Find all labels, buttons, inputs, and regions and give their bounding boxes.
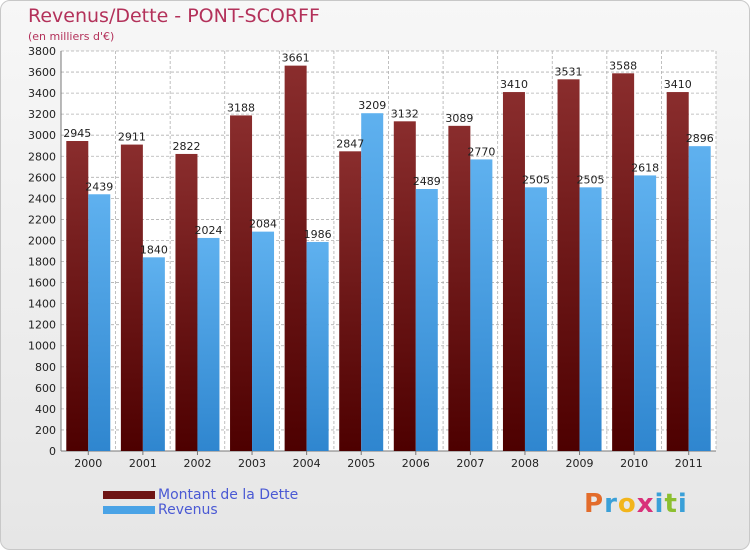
bar-revenus	[361, 113, 384, 452]
y-tick-label: 3600	[28, 66, 56, 79]
x-tick-label: 2003	[238, 457, 266, 470]
y-tick-label: 800	[35, 361, 56, 374]
data-label: 2505	[577, 173, 605, 186]
bar-revenus	[142, 257, 165, 451]
bar-revenus	[88, 194, 111, 451]
y-tick-label: 0	[49, 445, 56, 458]
x-tick-label: 2001	[129, 457, 157, 470]
y-tick-label: 1400	[28, 298, 56, 311]
bar-dette	[557, 79, 580, 451]
x-tick-label: 2010	[620, 457, 648, 470]
bar-revenus	[197, 237, 220, 451]
y-tick-label: 3200	[28, 108, 56, 121]
logo-letter: r	[604, 489, 618, 519]
data-label: 2911	[118, 131, 146, 144]
bar-revenus	[252, 231, 275, 451]
data-label: 2847	[336, 137, 364, 150]
chart-title: Revenus/Dette - PONT-SCORFF	[28, 5, 320, 27]
logo-letter: P	[584, 489, 605, 519]
logo-letter: i	[654, 489, 665, 519]
y-tick-label: 3800	[28, 45, 56, 58]
x-tick-label: 2007	[456, 457, 484, 470]
y-tick-label: 3000	[28, 129, 56, 142]
bar-dette	[66, 141, 89, 451]
data-label: 3410	[500, 78, 528, 91]
data-label: 3089	[445, 112, 473, 125]
data-label: 1840	[140, 243, 168, 256]
bar-revenus	[634, 175, 657, 451]
y-tick-label: 3400	[28, 87, 56, 100]
y-tick-label: 1800	[28, 256, 56, 269]
x-tick-label: 2009	[566, 457, 594, 470]
x-tick-label: 2008	[511, 457, 539, 470]
y-tick-label: 2200	[28, 213, 56, 226]
data-label: 1986	[304, 228, 332, 241]
legend-item-debt: Montant de la Dette	[103, 486, 299, 503]
legend-label-revenus: Revenus	[158, 501, 218, 518]
data-label: 2945	[63, 127, 91, 140]
y-tick-label: 1200	[28, 319, 56, 332]
bar-dette	[284, 65, 307, 451]
y-tick-label: 2000	[28, 234, 56, 247]
bar-revenus	[415, 189, 438, 451]
bar-dette	[175, 153, 198, 451]
chart-legend: Montant de la Dette Revenus	[103, 486, 299, 518]
data-label: 2489	[413, 175, 441, 188]
data-label: 2505	[522, 173, 550, 186]
proxiti-logo: Proxiti	[584, 489, 688, 519]
data-label: 2896	[686, 132, 714, 145]
y-tick-label: 400	[35, 403, 56, 416]
data-label: 2770	[467, 145, 495, 158]
data-label: 3531	[555, 65, 583, 78]
x-tick-label: 2004	[293, 457, 321, 470]
bar-dette	[339, 151, 362, 451]
data-label: 3209	[358, 99, 386, 112]
bar-revenus	[470, 159, 493, 451]
logo-letter: i	[677, 489, 688, 519]
y-tick-label: 2600	[28, 171, 56, 184]
legend-swatch-revenus	[103, 505, 155, 514]
data-label: 3410	[664, 78, 692, 91]
data-label: 2822	[172, 140, 200, 153]
legend-swatch-debt	[103, 490, 155, 499]
y-tick-label: 1000	[28, 340, 56, 353]
bar-dette	[502, 92, 525, 451]
logo-letter: o	[617, 489, 637, 519]
bar-dette	[448, 125, 471, 451]
data-label: 3188	[227, 101, 255, 114]
x-tick-label: 2000	[74, 457, 102, 470]
legend-label-debt: Montant de la Dette	[158, 486, 299, 503]
data-label: 3132	[391, 107, 419, 120]
bar-dette	[666, 92, 689, 451]
bar-revenus	[688, 146, 711, 451]
data-label: 3588	[609, 59, 637, 72]
bar-dette	[612, 73, 635, 451]
y-tick-label: 2800	[28, 150, 56, 163]
x-tick-label: 2006	[402, 457, 430, 470]
x-tick-label: 2002	[183, 457, 211, 470]
y-tick-label: 600	[35, 382, 56, 395]
x-tick-label: 2011	[675, 457, 703, 470]
logo-letter: t	[664, 489, 678, 519]
data-label: 2024	[194, 224, 222, 237]
bar-revenus	[306, 241, 329, 451]
data-label: 2439	[85, 180, 113, 193]
y-tick-label: 200	[35, 424, 56, 437]
bar-revenus	[524, 187, 547, 451]
bar-dette	[393, 121, 416, 451]
x-tick-label: 2005	[347, 457, 375, 470]
data-label: 2084	[249, 218, 277, 231]
chart-subtitle: (en milliers d'€)	[28, 30, 115, 43]
bar-revenus	[579, 187, 602, 451]
y-tick-label: 1600	[28, 277, 56, 290]
data-label: 3661	[282, 52, 310, 65]
logo-letter: x	[636, 489, 655, 519]
bar-dette	[120, 144, 143, 451]
legend-item-revenus: Revenus	[103, 501, 298, 518]
y-tick-label: 2400	[28, 192, 56, 205]
data-label: 2618	[631, 161, 659, 174]
bar-dette	[230, 115, 253, 451]
